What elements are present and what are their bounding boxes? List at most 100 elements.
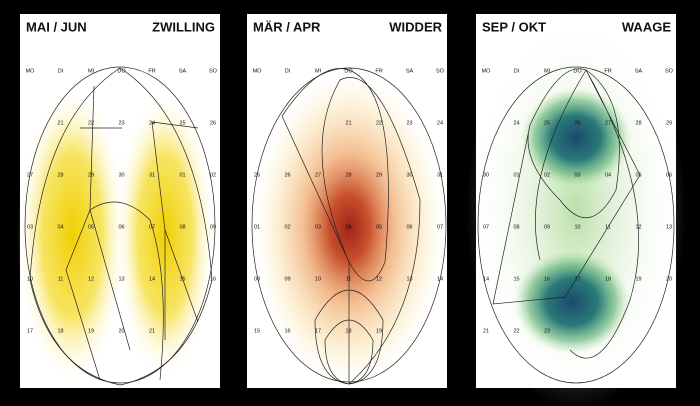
date: 15 xyxy=(254,328,260,334)
date: 23 xyxy=(544,328,550,334)
weekday: MI xyxy=(88,68,95,74)
date: 04 xyxy=(57,224,63,230)
weekday: DO xyxy=(117,68,126,74)
date: 21 xyxy=(149,328,155,334)
date: 01 xyxy=(513,172,519,178)
date: 13 xyxy=(406,276,412,282)
date: 27 xyxy=(315,172,321,178)
date: 26 xyxy=(210,120,216,126)
date: 06 xyxy=(118,224,124,230)
date: 06 xyxy=(666,172,672,178)
date: 30 xyxy=(406,172,412,178)
date: 27 xyxy=(27,172,33,178)
date: 26 xyxy=(284,172,290,178)
months: SEP / OKT xyxy=(482,19,546,34)
date: 29 xyxy=(376,172,382,178)
date: 16 xyxy=(284,328,290,334)
date: 03 xyxy=(27,224,33,230)
date: 22 xyxy=(88,120,94,126)
date: 09 xyxy=(210,224,216,230)
weekday: DO xyxy=(344,68,353,74)
date: 02 xyxy=(284,224,290,230)
date: 19 xyxy=(376,328,382,334)
date: 26 xyxy=(574,120,580,126)
weekday: DI xyxy=(285,68,291,74)
date: 23 xyxy=(406,120,412,126)
date: 05 xyxy=(635,172,641,178)
date: 03 xyxy=(315,224,321,230)
date: 21 xyxy=(345,120,351,126)
panel xyxy=(466,10,686,406)
date: 04 xyxy=(345,224,351,230)
date: 11 xyxy=(58,276,64,282)
weekday: DI xyxy=(514,68,520,74)
date: 17 xyxy=(315,328,321,334)
weekday: MO xyxy=(482,68,492,74)
panel xyxy=(247,14,449,393)
date: 21 xyxy=(483,328,489,334)
date: 31 xyxy=(149,172,155,178)
date: 17 xyxy=(574,276,580,282)
date: 02 xyxy=(544,172,550,178)
date: 02 xyxy=(210,172,216,178)
date: 20 xyxy=(666,276,672,282)
weekday: DO xyxy=(573,68,582,74)
date: 29 xyxy=(88,172,94,178)
panel xyxy=(17,14,220,388)
date: 11 xyxy=(346,276,352,282)
weekday: SO xyxy=(436,68,445,74)
date: 14 xyxy=(149,276,155,282)
date: 28 xyxy=(57,172,63,178)
date: 24 xyxy=(437,120,443,126)
date: 12 xyxy=(88,276,94,282)
weekday: FR xyxy=(375,68,382,74)
weekday: MI xyxy=(544,68,551,74)
date: 14 xyxy=(437,276,443,282)
date: 08 xyxy=(254,276,260,282)
date: 07 xyxy=(149,224,155,230)
weekday: FR xyxy=(604,68,611,74)
weekday: SA xyxy=(406,68,414,74)
date: 20 xyxy=(118,328,124,334)
date: 08 xyxy=(179,224,185,230)
weekday: DI xyxy=(58,68,64,74)
sign: WAAGE xyxy=(622,19,671,34)
date: 10 xyxy=(574,224,580,230)
date: 24 xyxy=(513,120,519,126)
date: 31 xyxy=(437,172,443,178)
date: 15 xyxy=(513,276,519,282)
date: 17 xyxy=(27,328,33,334)
date: 23 xyxy=(118,120,124,126)
date: 24 xyxy=(149,120,155,126)
date: 12 xyxy=(635,224,641,230)
date: 16 xyxy=(210,276,216,282)
date: 09 xyxy=(544,224,550,230)
weekday: MO xyxy=(26,68,36,74)
date: 18 xyxy=(605,276,611,282)
date: 22 xyxy=(376,120,382,126)
date: 04 xyxy=(605,172,611,178)
date: 30 xyxy=(483,172,489,178)
date: 10 xyxy=(315,276,321,282)
date: 25 xyxy=(179,120,185,126)
date: 06 xyxy=(406,224,412,230)
date: 12 xyxy=(376,276,382,282)
weekday: SA xyxy=(635,68,643,74)
date: 05 xyxy=(88,224,94,230)
weekday: MO xyxy=(253,68,263,74)
date: 11 xyxy=(605,224,611,230)
weekday: SO xyxy=(209,68,218,74)
date: 18 xyxy=(345,328,351,334)
date: 22 xyxy=(513,328,519,334)
weekday: MI xyxy=(315,68,322,74)
date: 27 xyxy=(605,120,611,126)
date: 25 xyxy=(254,172,260,178)
weekday: FR xyxy=(148,68,155,74)
date: 19 xyxy=(88,328,94,334)
weekday: SO xyxy=(665,68,674,74)
date: 05 xyxy=(376,224,382,230)
date: 30 xyxy=(118,172,124,178)
sign: ZWILLING xyxy=(152,19,215,34)
date: 10 xyxy=(27,276,33,282)
date: 21 xyxy=(57,120,63,126)
